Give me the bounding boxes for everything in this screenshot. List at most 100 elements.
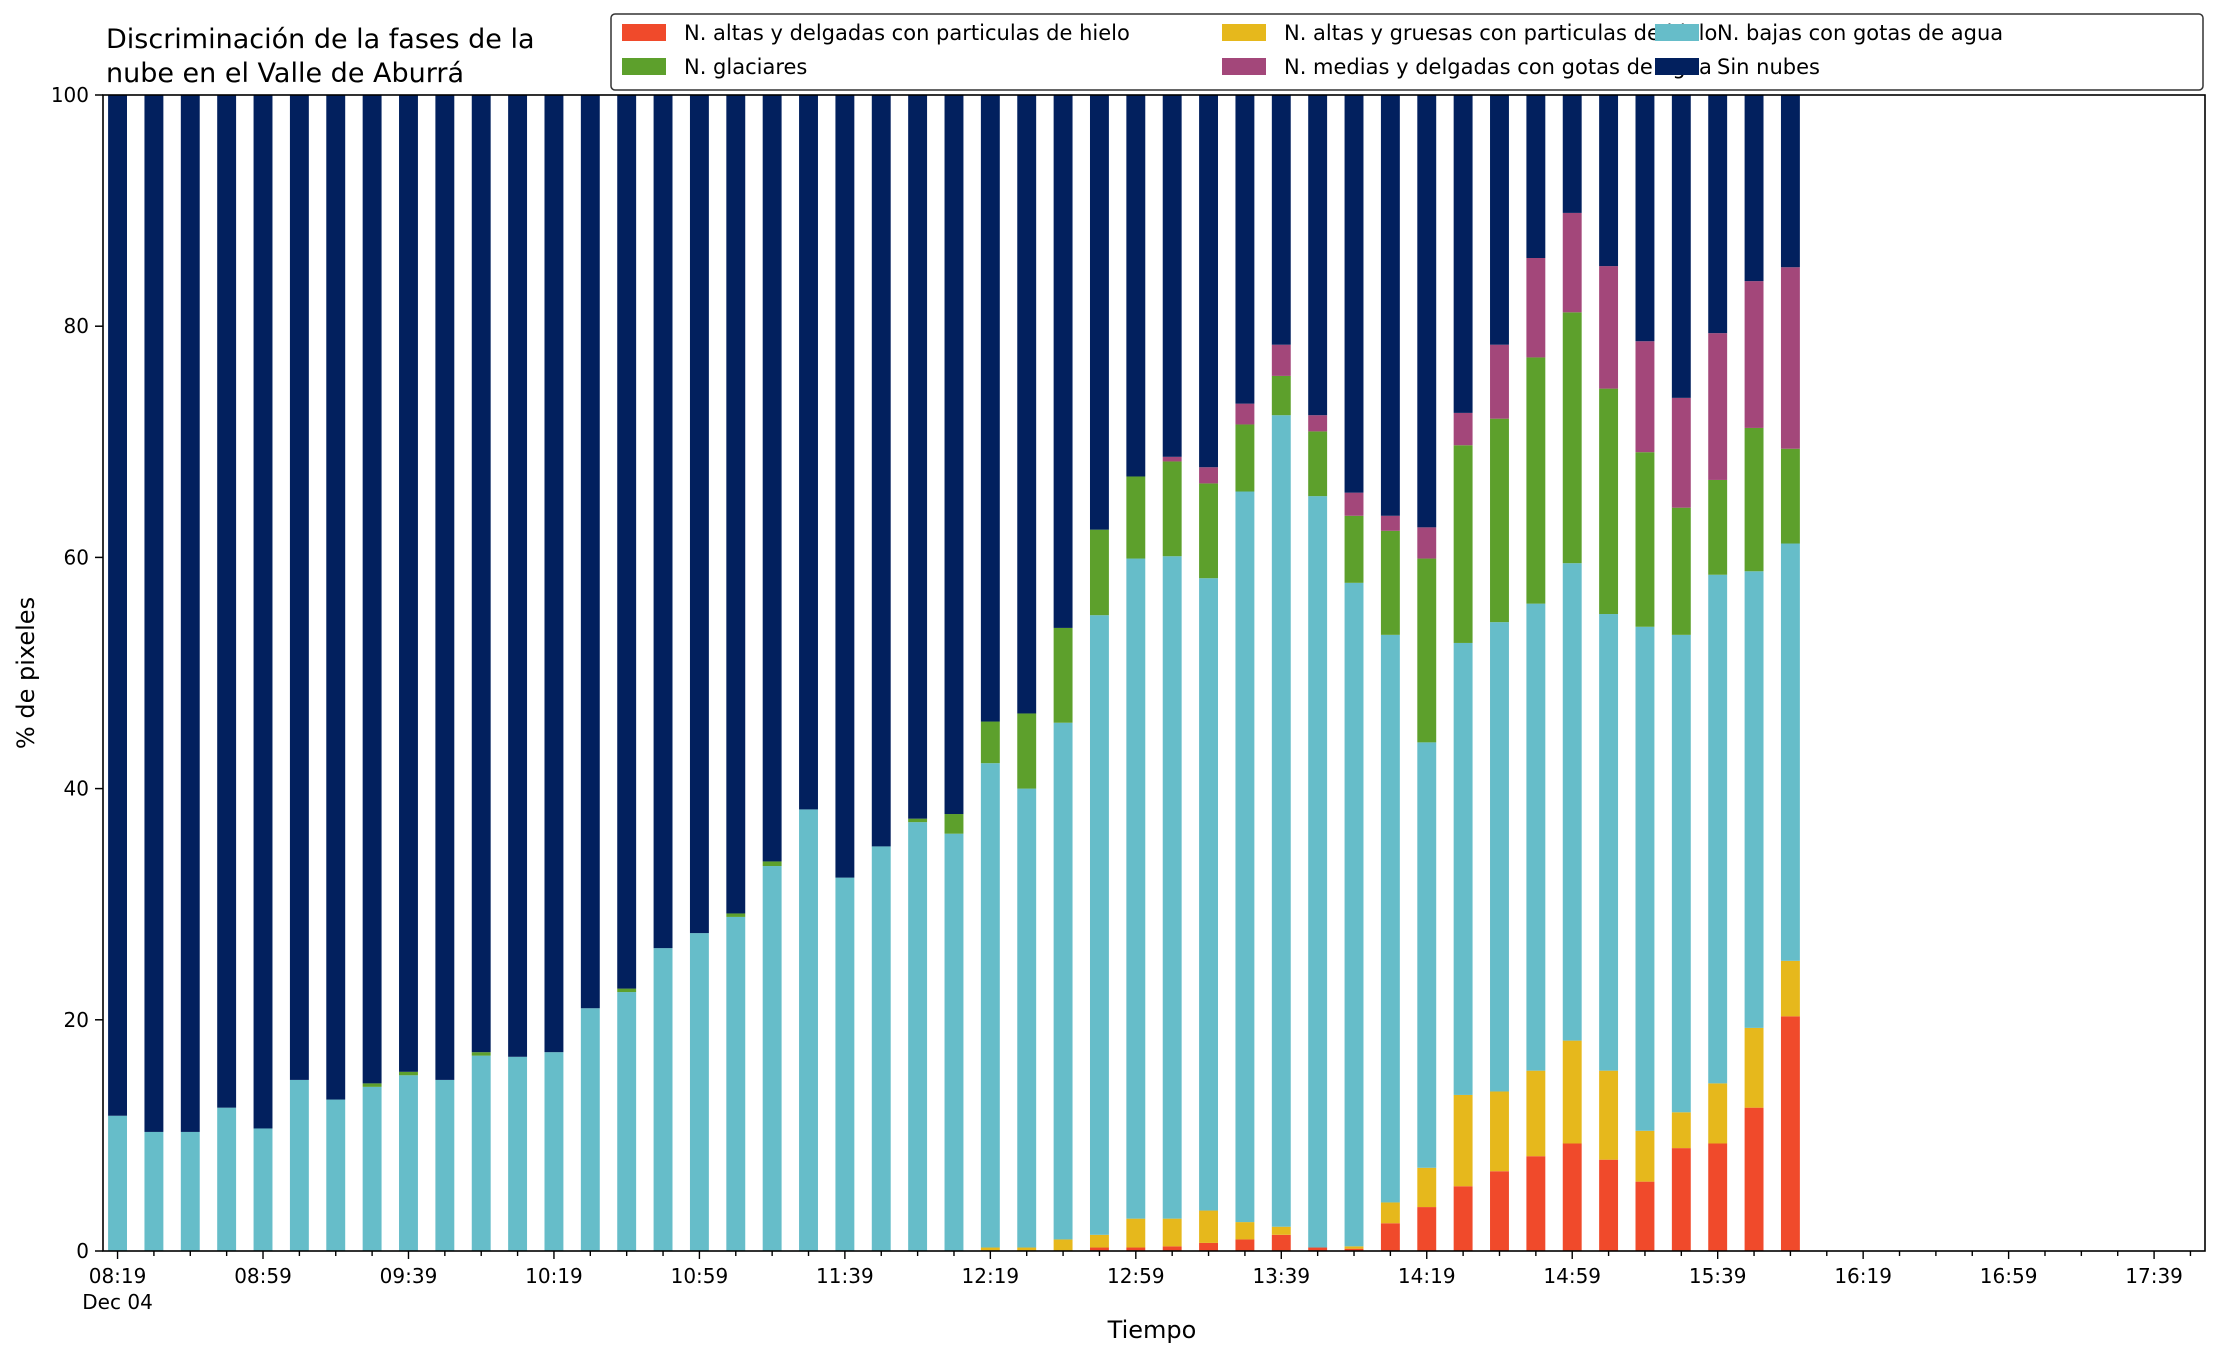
bar-segment: [289, 1079, 309, 1251]
x-tick-label: 14:19: [1398, 1264, 1456, 1288]
bar-segment: [1344, 95, 1364, 493]
bar-segment: [471, 95, 491, 1053]
bar-segment: [1417, 558, 1437, 743]
bar-segment: [144, 1131, 164, 1251]
bar-segment: [1453, 445, 1473, 643]
bar-segment: [653, 95, 673, 949]
bar-segment: [799, 809, 818, 1251]
x-date-label: Dec 04: [82, 1290, 153, 1314]
chart-title-line-1: Discriminación de la fases de la: [106, 24, 535, 55]
bar-segment: [1562, 212, 1582, 313]
bar-segment: [253, 1128, 273, 1251]
bar-segment: [1308, 1247, 1328, 1251]
legend-swatch: [1655, 24, 1699, 41]
legend-label: N. altas y delgadas con particulas de hi…: [684, 21, 1130, 45]
bar-segment: [762, 861, 782, 867]
bar-segment: [1308, 431, 1328, 497]
bar-segment: [1053, 722, 1073, 1240]
bar-segment: [1744, 1107, 1764, 1251]
bar-segment: [1562, 1040, 1582, 1144]
bar-segment: [326, 95, 346, 1100]
bar-segment: [217, 1107, 237, 1251]
bar-segment: [1562, 1143, 1582, 1251]
bar-segment: [1344, 1248, 1364, 1251]
bar-segment: [580, 95, 600, 1009]
bar-segment: [1635, 626, 1655, 1131]
bar-segment: [726, 913, 746, 917]
bar-segment: [1490, 622, 1509, 1092]
bar-segment: [1199, 95, 1218, 468]
bar-segment: [253, 95, 273, 1129]
bar-segment: [1017, 788, 1037, 1248]
y-tick-label: 80: [64, 314, 89, 338]
bar-segment: [726, 916, 746, 1251]
bar-segment: [944, 95, 964, 815]
bar-segment: [399, 95, 418, 1072]
x-tick-label: 14:59: [1543, 1264, 1601, 1288]
y-tick-label: 60: [64, 545, 89, 569]
bar-segment: [1526, 1070, 1546, 1157]
bar-segment: [435, 95, 455, 1080]
bar-segment: [1089, 615, 1109, 1235]
bar-segment: [1271, 375, 1291, 416]
bar-segment: [944, 833, 964, 1251]
bar-segment: [1344, 1246, 1364, 1249]
bar-segment: [1417, 527, 1437, 559]
bar-segment: [1126, 95, 1146, 477]
bar-segment: [1708, 479, 1728, 575]
bar-segment: [1235, 1222, 1255, 1240]
bar-segment: [1708, 574, 1728, 1084]
bar-segment: [1708, 333, 1728, 480]
bar-segment: [1453, 95, 1473, 413]
bar-segment: [1126, 1218, 1146, 1248]
bar-segment: [471, 1052, 491, 1056]
bar-segment: [1562, 563, 1582, 1041]
bar-segment: [1599, 1159, 1619, 1251]
bar-segment: [1162, 556, 1182, 1219]
bar-segment: [1235, 491, 1255, 1223]
bar-segment: [326, 1099, 346, 1251]
bar-segment: [1162, 456, 1182, 462]
bar-segment: [1562, 312, 1582, 564]
bar-segment: [1453, 1094, 1473, 1187]
legend-label: N. altas y gruesas con particulas de hie…: [1284, 21, 1717, 45]
bar-segment: [1053, 627, 1073, 723]
bar-segment: [980, 763, 1000, 1248]
bar-segment: [689, 95, 709, 934]
legend-label: N. bajas con gotas de agua: [1717, 21, 2003, 45]
bar-segment: [871, 846, 891, 1251]
bar-segment: [1453, 1186, 1473, 1251]
bar-segment: [1089, 1247, 1109, 1251]
bar-segment: [1162, 461, 1182, 557]
x-tick-label: 12:19: [962, 1264, 1020, 1288]
bar-segment: [1380, 515, 1400, 531]
bar-segment: [1453, 642, 1473, 1095]
x-tick-label: 16:59: [1980, 1264, 2038, 1288]
bar-segment: [1417, 742, 1437, 1168]
bar-segment: [1490, 1091, 1509, 1172]
bar-segment: [1671, 634, 1691, 1113]
bar-segment: [1526, 357, 1546, 604]
bar-segment: [1271, 1234, 1291, 1251]
bar-segment: [1744, 1027, 1764, 1108]
legend-box: [610, 13, 2204, 91]
bar-segment: [1089, 529, 1109, 616]
bar-segment: [1380, 634, 1400, 1203]
bar-segment: [471, 1055, 491, 1251]
bar-segment: [1199, 483, 1218, 579]
bar-segment: [1780, 960, 1800, 1017]
y-tick-label: 40: [64, 777, 89, 801]
legend-label: Sin nubes: [1717, 55, 1820, 79]
x-tick-label: 09:39: [380, 1264, 438, 1288]
bar-segment: [1089, 95, 1109, 530]
bar-segment: [180, 1131, 200, 1251]
bar-segment: [1635, 95, 1655, 342]
x-tick-label: 11:39: [816, 1264, 874, 1288]
x-tick-label: 10:59: [671, 1264, 729, 1288]
bar-segment: [1671, 1112, 1691, 1149]
legend-swatch: [1222, 24, 1266, 41]
y-tick-label: 20: [64, 1008, 89, 1032]
bars-group: [108, 95, 1800, 1251]
bar-segment: [1780, 543, 1800, 961]
